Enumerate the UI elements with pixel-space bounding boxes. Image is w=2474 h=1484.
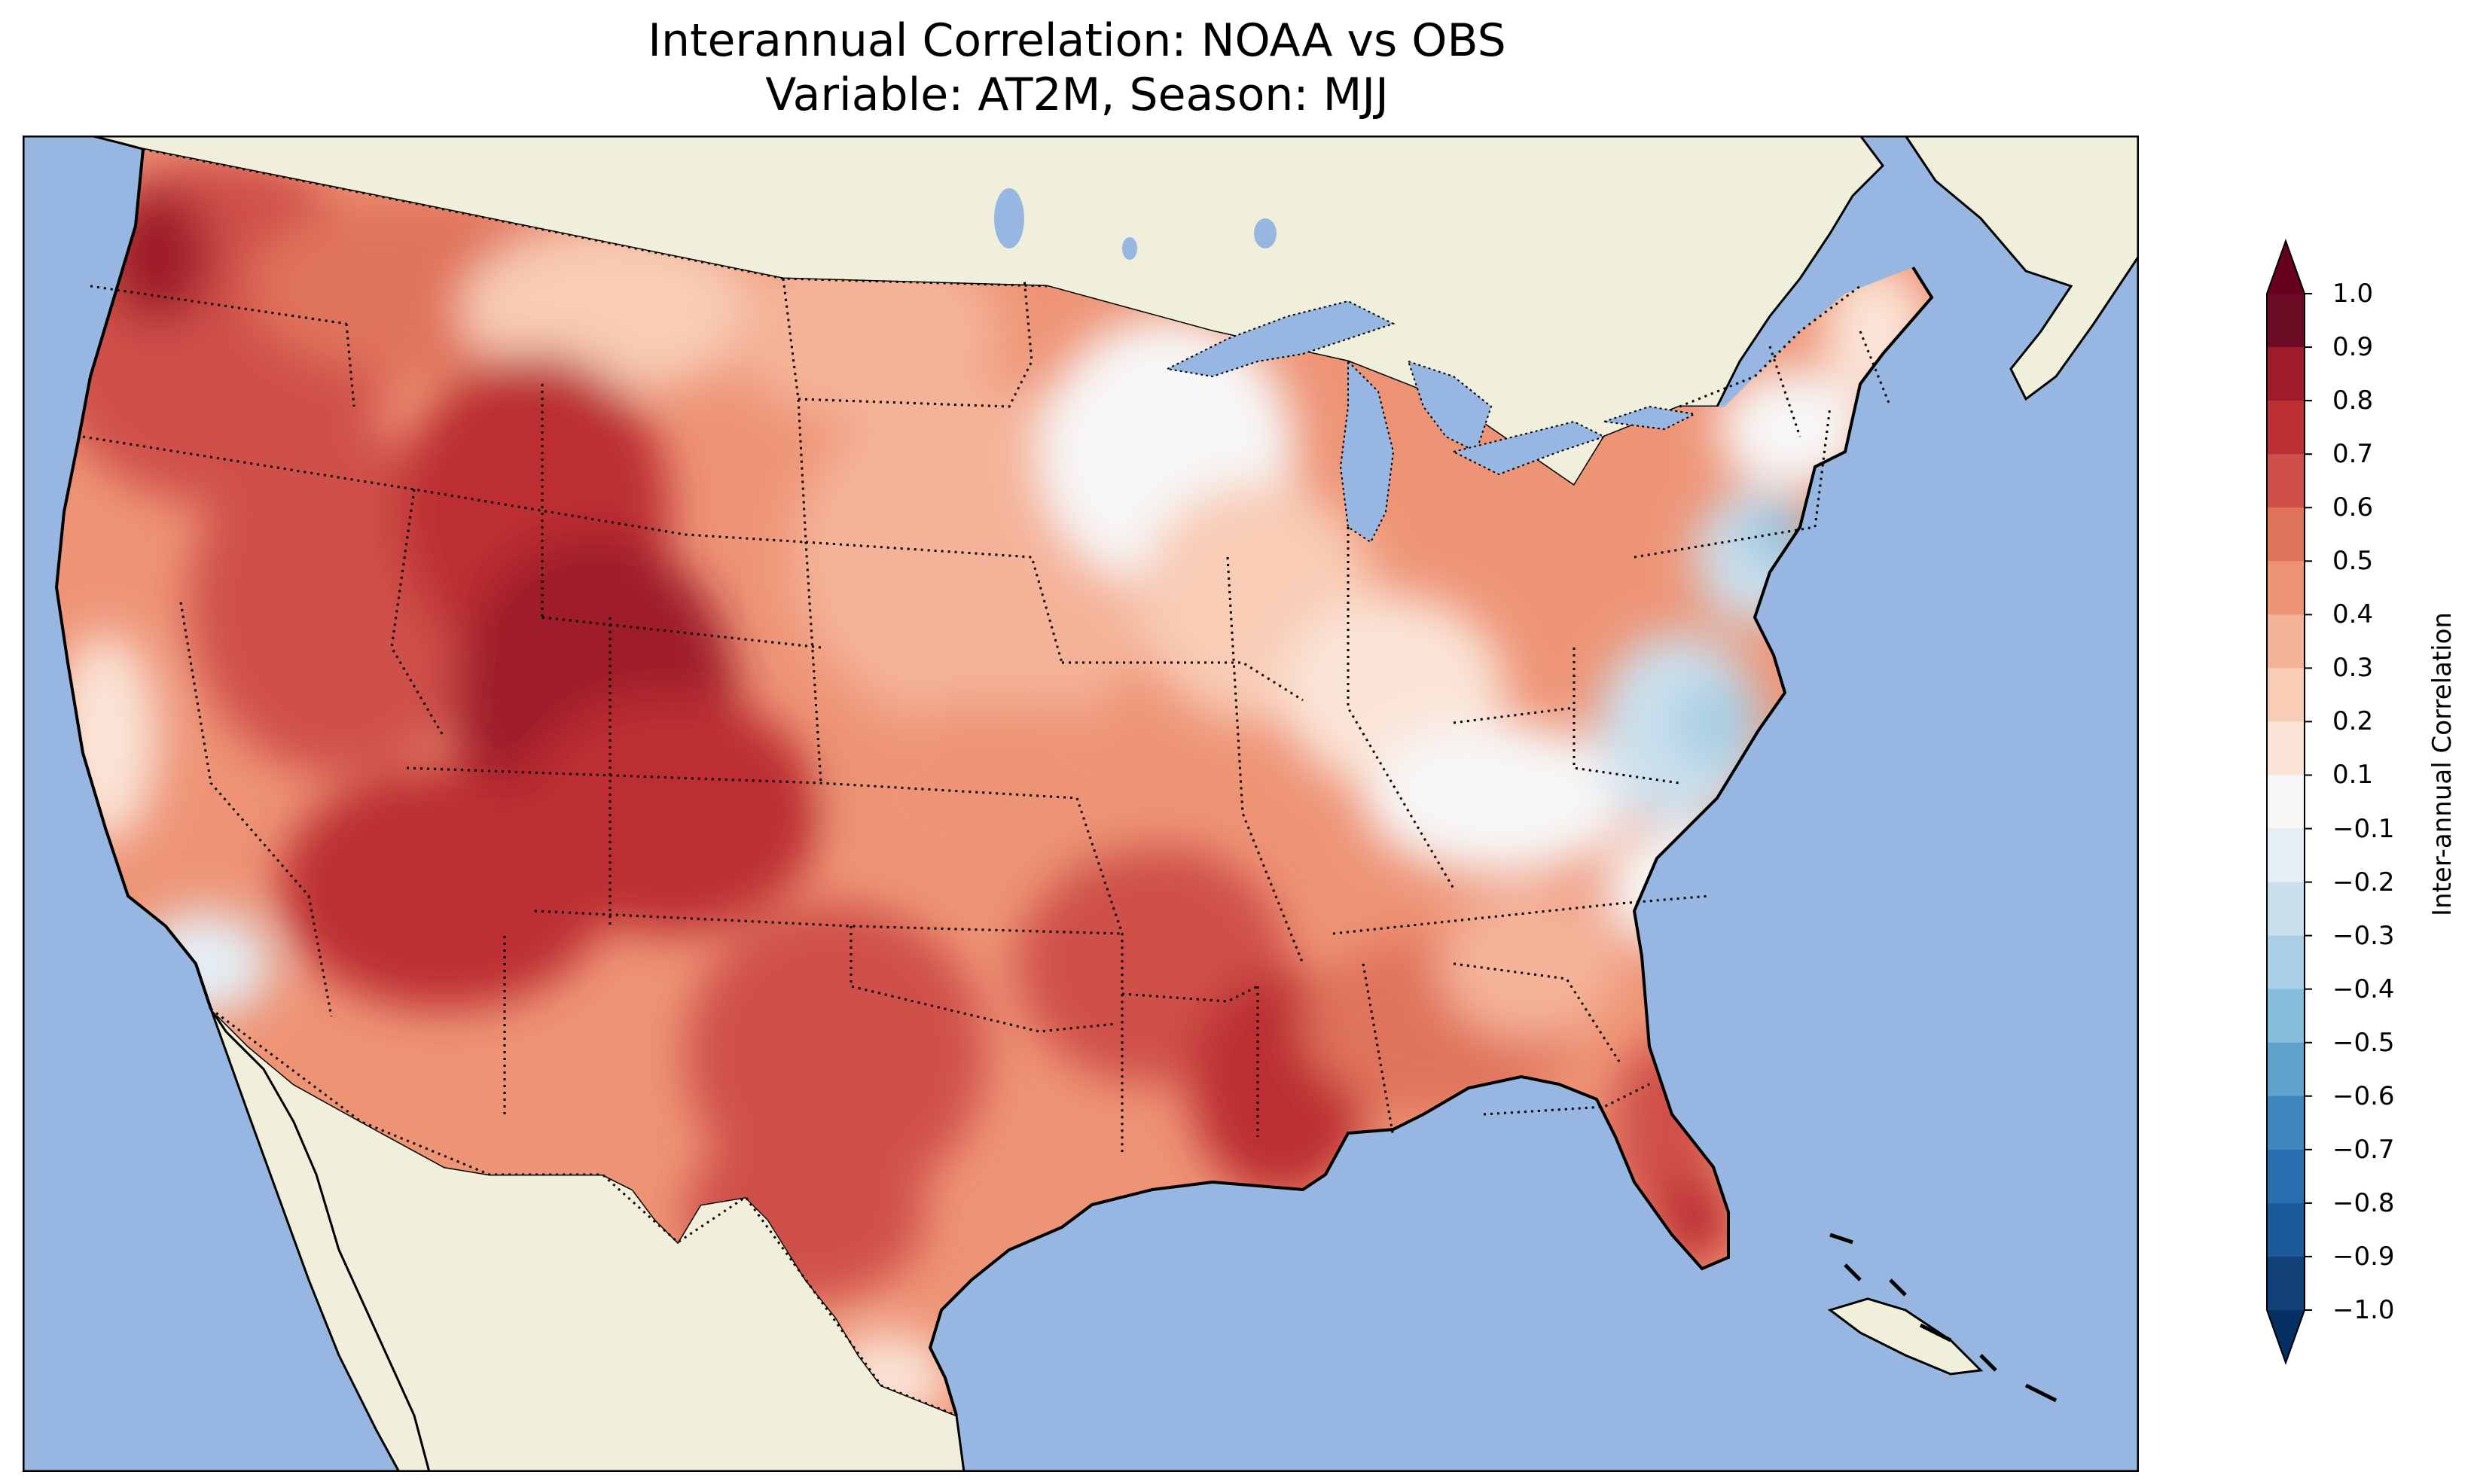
colorbar-tick-label: 0.7 xyxy=(2332,439,2374,470)
colorbar-segment xyxy=(2267,1149,2305,1204)
colorbar-segment xyxy=(2267,507,2305,562)
colorbar-segment xyxy=(2267,294,2305,348)
colorbar-segment xyxy=(2267,1042,2305,1097)
colorbar-tick-label: 0.4 xyxy=(2332,599,2374,630)
colorbar-segment xyxy=(2267,882,2305,937)
colorbar-tick-label: −0.9 xyxy=(2332,1241,2395,1272)
colorbar-segment xyxy=(2267,454,2305,508)
colorbar-tick-label: −0.5 xyxy=(2332,1027,2395,1058)
map-frame xyxy=(23,136,2139,1472)
colorbar-tick-label: −0.6 xyxy=(2332,1080,2395,1111)
colorbar-extend-min xyxy=(2267,1310,2305,1363)
colorbar-tick-label: 1.0 xyxy=(2332,279,2374,309)
colorbar-tick-label: 0.2 xyxy=(2332,706,2374,737)
colorbar-tick-label: −0.7 xyxy=(2332,1134,2395,1165)
colorbar-segment xyxy=(2267,721,2305,776)
colorbar-label: Inter-annual Correlation xyxy=(2427,612,2457,916)
colorbar-tick-label: 0.3 xyxy=(2332,653,2374,684)
correlation-map xyxy=(23,136,2139,1472)
small-lakes xyxy=(994,188,1277,260)
colorbar-segment xyxy=(2267,1256,2305,1311)
colorbar-segment xyxy=(2267,561,2305,615)
colorbar-segment xyxy=(2267,989,2305,1044)
colorbar-segment xyxy=(2267,614,2305,669)
us-coastline xyxy=(54,148,1934,1416)
maritime-land xyxy=(1904,136,2139,401)
colorbar-tick-label: 0.8 xyxy=(2332,385,2374,416)
colorbar-segment xyxy=(2267,935,2305,990)
colorbar-tick-label: −0.2 xyxy=(2332,867,2395,897)
colorbar-segment xyxy=(2267,347,2305,401)
colorbar-segment xyxy=(2267,828,2305,883)
colorbar-segment xyxy=(2267,1095,2305,1150)
colorbar xyxy=(2266,239,2312,1365)
colorbar-tick-label: −0.8 xyxy=(2332,1187,2395,1218)
colorbar-tick-label: 0.6 xyxy=(2332,492,2374,523)
colorbar-tick-label: 0.9 xyxy=(2332,332,2374,363)
colorbar-tick-label: −0.1 xyxy=(2332,813,2395,844)
colorbar-extend-max xyxy=(2267,241,2305,294)
colorbar-segment xyxy=(2267,668,2305,722)
colorbar-tick-label: −1.0 xyxy=(2332,1295,2395,1325)
colorbar-tick-label: 0.5 xyxy=(2332,546,2374,577)
baja-peninsula xyxy=(209,1008,431,1472)
cuba-island xyxy=(1827,1297,1984,1376)
bahamas-islands xyxy=(1829,1233,2058,1403)
great-lakes xyxy=(1164,300,1698,544)
state-borders xyxy=(82,278,1892,1152)
colorbar-tick-label: −0.4 xyxy=(2332,974,2395,1004)
colorbar-tick-label: −0.3 xyxy=(2332,920,2395,951)
map-subtitle: Variable: AT2M, Season: MJJ xyxy=(765,69,1389,121)
colorbar-segment xyxy=(2267,401,2305,455)
colorbar-segment xyxy=(2267,775,2305,830)
colorbar-tick-label: 0.1 xyxy=(2332,760,2374,791)
colorbar-segment xyxy=(2267,1202,2305,1257)
map-title: Interannual Correlation: NOAA vs OBS xyxy=(648,14,1506,67)
